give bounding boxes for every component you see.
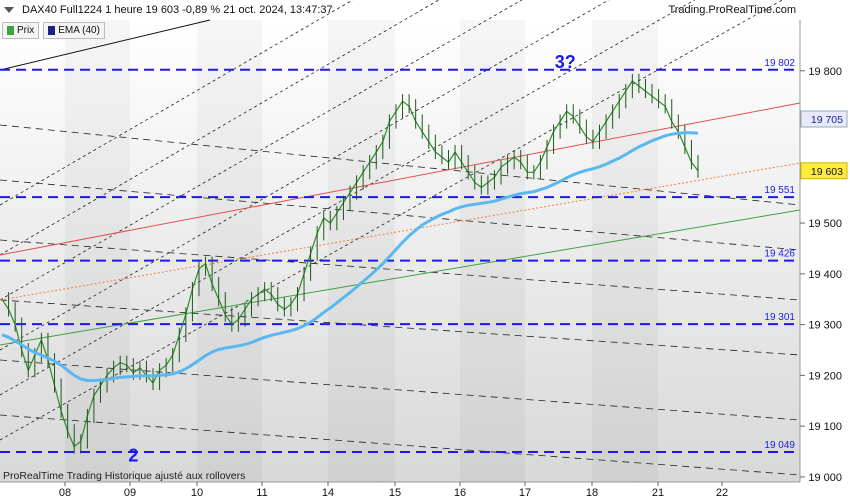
level-label: 19 802	[764, 58, 795, 69]
annotation-label: 2	[128, 446, 138, 466]
annotations: 3? 2	[128, 52, 575, 465]
trend-lines	[0, 0, 801, 476]
y-tick-label: 19 300	[808, 320, 842, 332]
legend-item-ema[interactable]: EMA (40)	[43, 22, 105, 39]
trend-line-dashed-coarse	[0, 179, 801, 251]
ema-line	[1, 131, 699, 382]
day-band	[592, 20, 658, 482]
level-label: 19 049	[764, 440, 795, 451]
day-band	[460, 20, 525, 482]
annotation-label: 3?	[555, 52, 576, 72]
y-tick-label: 19 000	[808, 472, 842, 484]
x-tick-label: 11	[256, 487, 267, 499]
x-tick-label: 22	[716, 487, 728, 499]
legend-label-prix: Prix	[17, 25, 35, 36]
day-band	[328, 20, 395, 482]
legend-swatch-prix	[7, 26, 14, 35]
plot-background	[0, 20, 800, 482]
x-tick-label: 16	[454, 487, 466, 499]
level-label: 19 301	[764, 312, 795, 323]
y-axis-panel	[800, 20, 850, 480]
y-axis: 19 000 19 100 19 200 19 300 19 400 19 500 19 6…	[799, 20, 850, 484]
trend-line-solid	[0, 19, 211, 71]
x-tick-label: 17	[519, 487, 531, 499]
level-label: 19 551	[764, 185, 795, 196]
ema-price-tag	[800, 110, 848, 128]
trend-line-dashed-coarse	[0, 124, 801, 206]
x-tick-label: 21	[652, 487, 664, 499]
x-tick-label: 18	[586, 487, 598, 499]
last-price-tag-label: 19 603	[811, 166, 843, 178]
dropdown-triangle-icon[interactable]	[4, 4, 16, 16]
x-tick-label: 14	[322, 487, 334, 499]
day-band	[197, 20, 262, 482]
x-tick-label: 10	[191, 487, 203, 499]
legend-swatch-ema	[48, 26, 56, 35]
support-resistance-levels: 19 802 19 551 19 426 19 301 19 049	[0, 58, 800, 454]
trend-line-dashed-coarse	[0, 239, 801, 301]
x-tick-label: 09	[124, 487, 136, 499]
footer-note: ProRealTime Trading Historique ajusté au…	[3, 470, 246, 482]
y-tick-label: 19 800	[808, 66, 842, 78]
regression-line-red	[0, 102, 801, 256]
y-tick-label: 19 400	[808, 269, 842, 281]
y-tick-label: 19 200	[808, 370, 842, 382]
y-tick-label: 19 100	[808, 421, 842, 433]
legend-label-ema: EMA (40)	[58, 25, 100, 36]
last-price-tag	[800, 162, 848, 180]
legend-item-prix[interactable]: Prix	[2, 22, 40, 39]
legend: Prix EMA (40)	[2, 22, 105, 39]
regression-line-orange	[0, 162, 801, 301]
trend-line-dashed-coarse	[0, 299, 801, 356]
level-label: 19 426	[764, 249, 795, 260]
day-band	[65, 20, 130, 482]
ema-price-tag-label: 19 705	[811, 114, 843, 126]
trend-line-dashed-fine	[0, 0, 440, 256]
chart-title: DAX40 Full1224 1 heure 19 603 -0,89 % 21…	[22, 4, 333, 16]
x-axis-panel	[0, 482, 850, 500]
x-axis: 08 09 10 11 14 15 16 17 18 21 22	[0, 481, 850, 500]
x-tick-label: 15	[389, 487, 401, 499]
brand-label: Trading.ProRealTime.com	[668, 4, 796, 16]
ema-series	[1, 131, 699, 382]
trend-line-dashed-coarse	[0, 414, 801, 476]
y-tick-label: 19 500	[808, 218, 842, 230]
x-tick-label: 08	[59, 487, 71, 499]
regression-line-green	[0, 209, 801, 346]
